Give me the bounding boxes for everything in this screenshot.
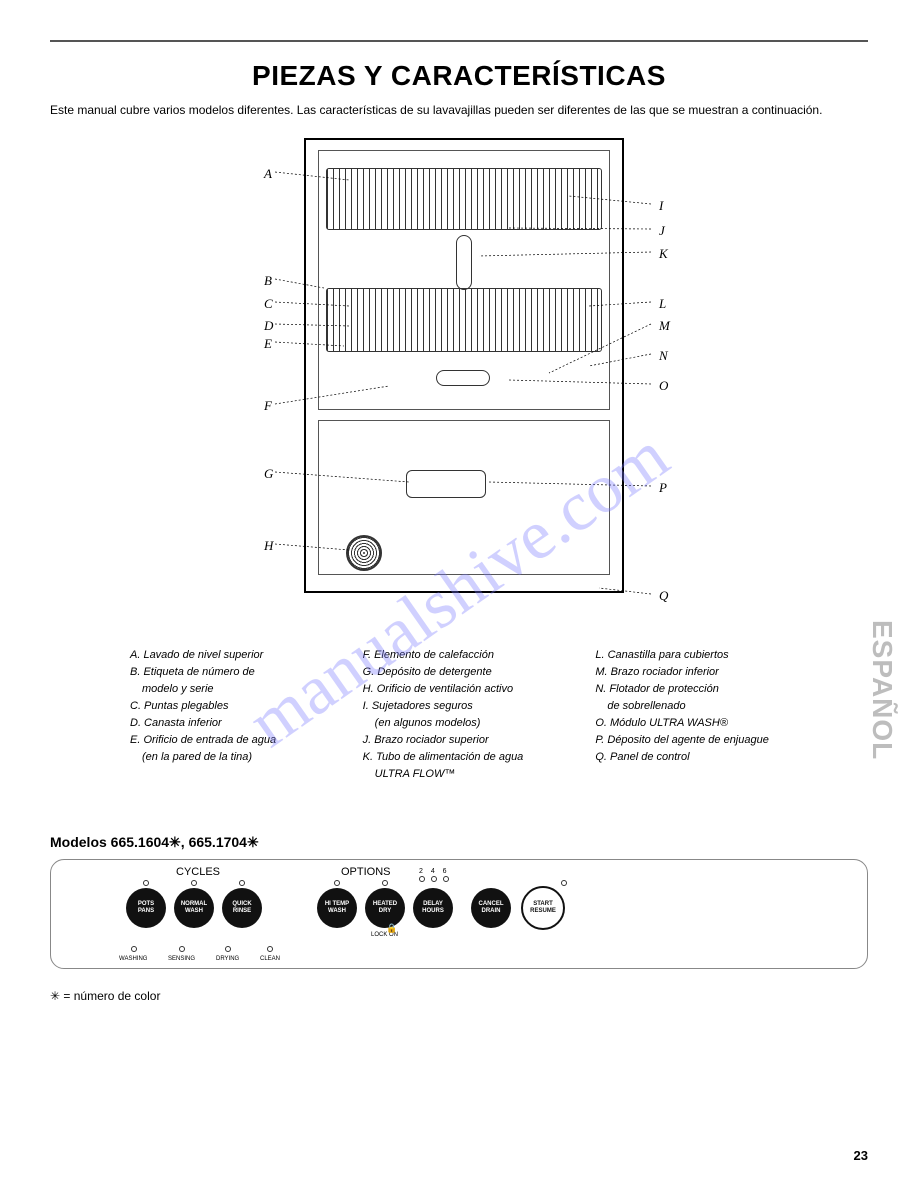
legend-item: F. Elemento de calefacción: [363, 648, 556, 664]
lower-spray-arm: [436, 370, 490, 386]
indicator-dot: [225, 946, 231, 952]
legend-item: L. Canastilla para cubiertos: [595, 648, 788, 664]
indicator-dot: [382, 880, 388, 886]
legend-item: A. Lavado de nivel superior: [130, 648, 323, 664]
indicator-dot: [334, 880, 340, 886]
dishwasher-outline: [304, 138, 624, 593]
detergent-cup: [406, 470, 486, 498]
hi-temp-button: HI TEMPWASH: [317, 888, 357, 928]
language-tab: ESPAÑOL: [866, 620, 898, 760]
callout-letter: N: [659, 348, 668, 364]
page-title: PIEZAS Y CARACTERÍSTICAS: [50, 60, 868, 92]
legend-item: ULTRA FLOW™: [363, 767, 556, 783]
normal-wash-button: NORMALWASH: [174, 888, 214, 928]
indicator-dot: [443, 876, 449, 882]
callout-letter: E: [264, 336, 272, 352]
callout-letter: G: [264, 466, 273, 482]
indicator-dot: [419, 876, 425, 882]
delay-hours-button: DELAYHOURS: [413, 888, 453, 928]
lower-rack: [326, 288, 602, 352]
callout-letter: J: [659, 223, 665, 239]
parts-diagram: A BCDE F G H IJK LMNO P Q: [149, 138, 769, 618]
legend-item: B. Etiqueta de número de: [130, 665, 323, 681]
legend-item: (en algunos modelos): [363, 716, 556, 732]
callout-letter: D: [264, 318, 273, 334]
callout-letter: Q: [659, 588, 668, 604]
washing-label: WASHING: [119, 956, 147, 962]
intro-paragraph: Este manual cubre varios modelos diferen…: [50, 102, 868, 118]
legend-item: H. Orificio de ventilación activo: [363, 682, 556, 698]
indicator-dot: [179, 946, 185, 952]
indicator-dot: [561, 880, 567, 886]
models-heading: Modelos 665.1604✳, 665.1704✳: [50, 834, 868, 851]
callout-letter: I: [659, 198, 663, 214]
legend-column-2: F. Elemento de calefacciónG. Depósito de…: [363, 648, 556, 784]
indicator-dot: [191, 880, 197, 886]
cancel-drain-button: CANCELDRAIN: [471, 888, 511, 928]
callout-letter: P: [659, 480, 667, 496]
callout-letter: F: [264, 398, 272, 414]
legend-item: O. Módulo ULTRA WASH®: [595, 716, 788, 732]
callout-letter: M: [659, 318, 670, 334]
legend-item: de sobrellenado: [595, 699, 788, 715]
indicator-dot: [239, 880, 245, 886]
start-resume-button: STARTRESUME: [521, 886, 565, 930]
indicator-dot: [267, 946, 273, 952]
vent-opening: [346, 535, 382, 571]
drying-label: DRYING: [216, 956, 239, 962]
upper-rack: [326, 168, 602, 230]
lock-icon: 🔒: [386, 923, 397, 934]
legend-item: N. Flotador de protección: [595, 682, 788, 698]
legend-item: E. Orificio de entrada de agua: [130, 733, 323, 749]
heated-dry-button: HEATEDDRY: [365, 888, 405, 928]
callout-letter: K: [659, 246, 668, 262]
quick-rinse-button: QUICKRINSE: [222, 888, 262, 928]
page-number: 23: [854, 1148, 868, 1163]
control-panel-diagram: CYCLES OPTIONS 2 4 6 POTSPANS NORMALWASH…: [50, 859, 868, 969]
legend-item: K. Tubo de alimentación de agua: [363, 750, 556, 766]
legend-item: M. Brazo rociador inferior: [595, 665, 788, 681]
legend-item: P. Déposito del agente de enjuague: [595, 733, 788, 749]
options-label: OPTIONS: [341, 866, 391, 878]
callout-letter: A: [264, 166, 272, 182]
clean-label: CLEAN: [260, 956, 280, 962]
top-divider: [50, 40, 868, 42]
legend-item: Q. Panel de control: [595, 750, 788, 766]
legend-item: (en la pared de la tina): [130, 750, 323, 766]
water-tube: [456, 235, 472, 290]
legend-item: J. Brazo rociador superior: [363, 733, 556, 749]
callout-letter: H: [264, 538, 273, 554]
callout-letter: C: [264, 296, 273, 312]
legend-item: modelo y serie: [130, 682, 323, 698]
indicator-dot: [131, 946, 137, 952]
parts-legend: A. Lavado de nivel superiorB. Etiqueta d…: [50, 648, 868, 784]
legend-item: C. Puntas plegables: [130, 699, 323, 715]
legend-item: D. Canasta inferior: [130, 716, 323, 732]
callout-letter: B: [264, 273, 272, 289]
indicator-dot: [143, 880, 149, 886]
cycles-label: CYCLES: [176, 866, 220, 878]
callout-letter: O: [659, 378, 668, 394]
sensing-label: SENSING: [168, 956, 195, 962]
color-footnote: ✳ = número de color: [50, 989, 868, 1003]
legend-column-3: L. Canastilla para cubiertosM. Brazo roc…: [595, 648, 788, 784]
legend-item: I. Sujetadores seguros: [363, 699, 556, 715]
indicator-dot: [431, 876, 437, 882]
callout-letter: L: [659, 296, 666, 312]
legend-item: G. Depósito de detergente: [363, 665, 556, 681]
legend-column-1: A. Lavado de nivel superiorB. Etiqueta d…: [130, 648, 323, 784]
pots-pans-button: POTSPANS: [126, 888, 166, 928]
delay-numbers: 2 4 6: [419, 868, 450, 875]
